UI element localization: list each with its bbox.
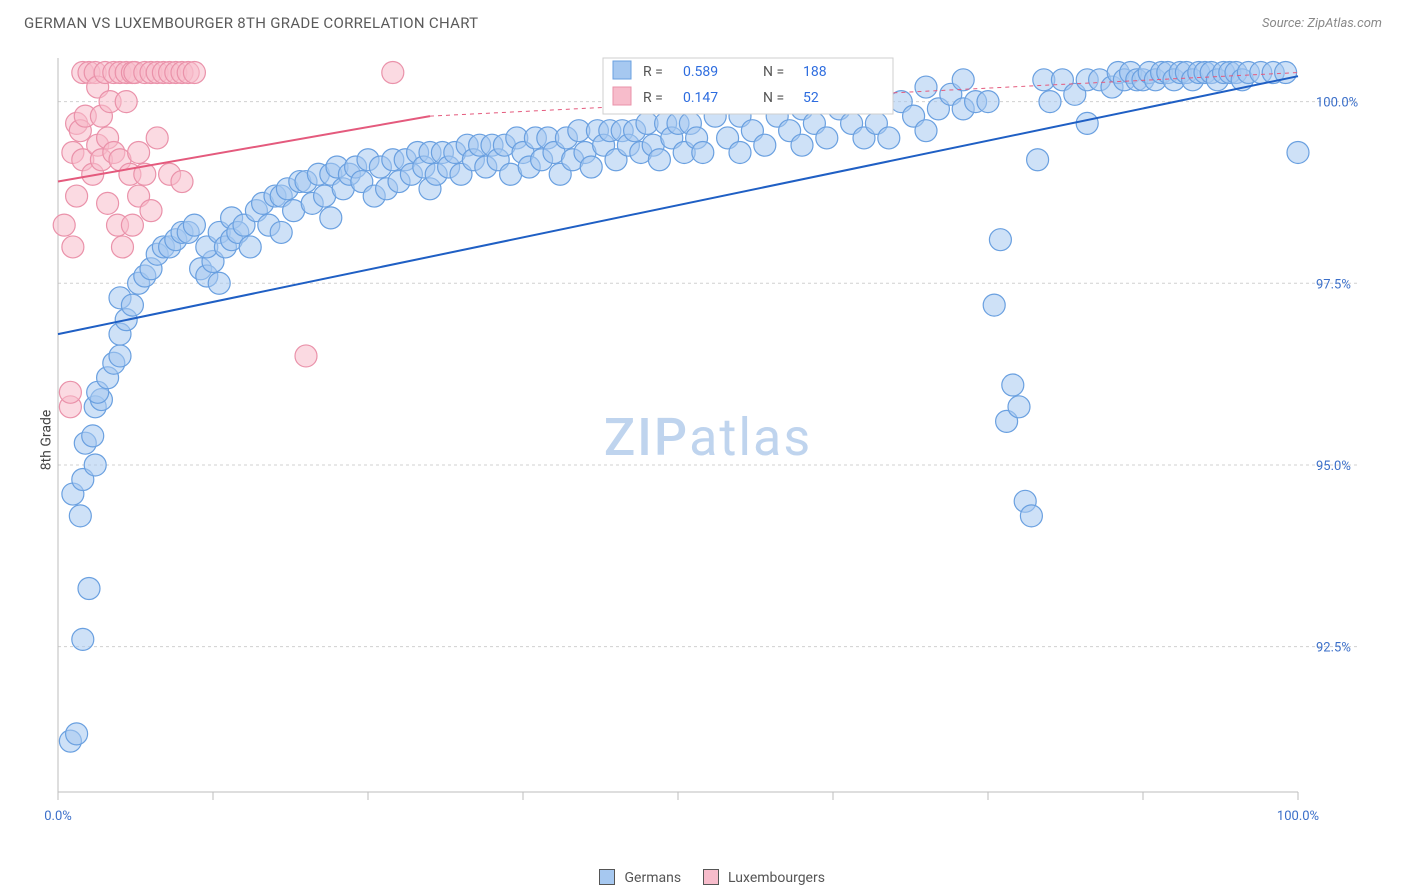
chart-title: GERMAN VS LUXEMBOURGER 8TH GRADE CORRELA… — [24, 14, 478, 32]
data-point — [816, 127, 838, 149]
legend-r-value: 0.589 — [683, 64, 718, 80]
data-point — [382, 62, 404, 84]
scatter-chart: ZIPatlas R = 0.589 N = 188 R = 0.147 N = 52 92.… — [48, 50, 1368, 830]
legend-swatch — [613, 87, 631, 105]
data-point — [66, 723, 88, 745]
data-point — [111, 236, 133, 258]
data-point — [78, 578, 100, 600]
data-point — [171, 171, 193, 193]
x-tick-label: 0.0% — [44, 809, 72, 824]
data-point — [239, 236, 261, 258]
data-point — [1287, 141, 1309, 163]
bottom-legend: Germans Luxembourgers — [0, 869, 1406, 886]
data-point — [1008, 396, 1030, 418]
legend-n-label: N = — [763, 64, 784, 80]
data-point — [97, 192, 119, 214]
data-point — [754, 134, 776, 156]
data-point — [1027, 149, 1049, 171]
data-point — [115, 91, 137, 113]
legend-r-value: 0.147 — [683, 90, 718, 106]
data-point — [121, 294, 143, 316]
data-point — [915, 120, 937, 142]
data-point — [580, 156, 602, 178]
data-point — [977, 91, 999, 113]
data-point — [791, 134, 813, 156]
data-point — [952, 69, 974, 91]
legend-r-label: R = — [643, 90, 663, 106]
data-point — [121, 214, 143, 236]
data-point — [320, 207, 342, 229]
source-label: Source: ZipAtlas.com — [1262, 16, 1382, 31]
y-tick-label: 100.0% — [1316, 96, 1358, 111]
legend-n-value: 52 — [803, 90, 819, 106]
legend-swatch-luxembourgers — [703, 869, 719, 885]
data-point — [692, 141, 714, 163]
data-point — [62, 236, 84, 258]
data-point — [140, 200, 162, 222]
data-point — [648, 149, 670, 171]
data-point — [84, 454, 106, 476]
data-point — [989, 229, 1011, 251]
data-point — [729, 141, 751, 163]
data-point — [295, 345, 317, 367]
data-point — [59, 381, 81, 403]
data-point — [53, 214, 75, 236]
y-tick-label: 97.5% — [1316, 277, 1351, 292]
data-point — [66, 185, 88, 207]
data-point — [72, 628, 94, 650]
legend-swatch — [613, 61, 631, 79]
data-point — [1039, 91, 1061, 113]
legend-swatch-germans — [599, 869, 615, 885]
data-point — [1076, 112, 1098, 134]
data-point — [183, 62, 205, 84]
data-point — [915, 76, 937, 98]
legend-r-label: R = — [643, 64, 663, 80]
x-tick-label: 100.0% — [1277, 809, 1319, 824]
legend-label-luxembourgers: Luxembourgers — [728, 870, 825, 886]
legend-label-germans: Germans — [625, 870, 682, 886]
legend-n-label: N = — [763, 90, 784, 106]
data-point — [208, 272, 230, 294]
plot-area: 8th Grade ZIPatlas R =0.589N =188R =0.14… — [38, 50, 1378, 830]
legend-n-value: 188 — [803, 64, 827, 80]
data-point — [1020, 505, 1042, 527]
y-tick-label: 92.5% — [1316, 641, 1351, 656]
data-point — [128, 141, 150, 163]
watermark: ZIPatlas — [604, 407, 812, 468]
data-point — [82, 425, 104, 447]
y-tick-label: 95.0% — [1316, 459, 1351, 474]
data-point — [1002, 374, 1024, 396]
data-point — [983, 294, 1005, 316]
data-point — [270, 221, 292, 243]
data-point — [183, 214, 205, 236]
data-point — [146, 127, 168, 149]
data-point — [878, 127, 900, 149]
data-point — [69, 505, 91, 527]
data-point — [109, 345, 131, 367]
